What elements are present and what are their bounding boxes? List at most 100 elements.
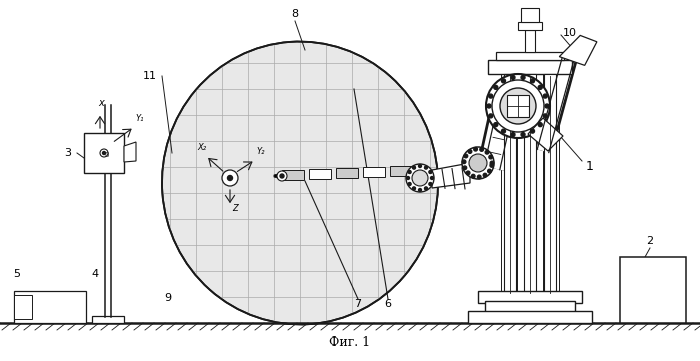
- Text: 11: 11: [143, 71, 157, 81]
- Bar: [309, 169, 331, 179]
- Circle shape: [280, 174, 284, 178]
- Circle shape: [487, 104, 491, 108]
- Circle shape: [511, 75, 515, 79]
- Circle shape: [419, 165, 421, 168]
- Bar: [620, 257, 686, 323]
- Bar: [282, 170, 304, 180]
- Text: 10: 10: [563, 28, 577, 38]
- Circle shape: [100, 149, 108, 157]
- Circle shape: [521, 132, 525, 136]
- Circle shape: [490, 164, 493, 167]
- Circle shape: [429, 183, 432, 186]
- Circle shape: [430, 177, 433, 179]
- Circle shape: [538, 85, 543, 90]
- Bar: [524, 74, 536, 293]
- Bar: [549, 74, 559, 293]
- Circle shape: [501, 79, 505, 83]
- Text: Фиг. 1: Фиг. 1: [330, 336, 370, 349]
- Circle shape: [468, 150, 472, 153]
- Circle shape: [531, 79, 535, 83]
- Polygon shape: [124, 142, 136, 162]
- Circle shape: [412, 187, 416, 190]
- Circle shape: [419, 188, 421, 191]
- Text: 4: 4: [92, 269, 99, 279]
- Circle shape: [521, 75, 525, 79]
- Ellipse shape: [162, 42, 438, 325]
- Bar: [363, 167, 385, 177]
- Circle shape: [483, 173, 486, 177]
- Bar: [496, 52, 564, 60]
- Circle shape: [489, 94, 493, 98]
- Bar: [92, 316, 124, 323]
- Text: 7: 7: [354, 299, 362, 309]
- Circle shape: [466, 171, 470, 175]
- Polygon shape: [528, 118, 563, 151]
- Bar: [533, 74, 543, 293]
- Circle shape: [408, 183, 411, 186]
- Bar: [485, 301, 575, 313]
- Polygon shape: [432, 163, 470, 188]
- Circle shape: [494, 85, 498, 90]
- Text: Y₂: Y₂: [257, 147, 265, 156]
- Circle shape: [474, 147, 477, 151]
- Bar: [521, 8, 539, 22]
- Circle shape: [531, 129, 535, 133]
- Circle shape: [463, 166, 467, 170]
- Circle shape: [407, 177, 410, 179]
- Bar: [517, 74, 527, 293]
- Bar: [84, 133, 124, 173]
- Bar: [488, 60, 572, 74]
- Circle shape: [469, 154, 487, 172]
- Circle shape: [462, 160, 466, 164]
- Circle shape: [543, 94, 547, 98]
- Text: 0: 0: [105, 152, 109, 158]
- Circle shape: [501, 129, 505, 133]
- Circle shape: [490, 161, 493, 165]
- Circle shape: [406, 164, 434, 192]
- Polygon shape: [274, 173, 282, 179]
- Bar: [501, 74, 511, 293]
- Circle shape: [489, 114, 493, 118]
- Circle shape: [412, 170, 428, 186]
- Bar: [478, 291, 582, 303]
- Bar: [500, 74, 560, 293]
- Circle shape: [494, 123, 498, 127]
- Bar: [544, 74, 556, 293]
- Circle shape: [480, 148, 484, 151]
- Circle shape: [471, 174, 475, 178]
- Circle shape: [277, 171, 287, 181]
- Circle shape: [485, 151, 489, 154]
- Bar: [14, 291, 86, 323]
- Circle shape: [545, 104, 549, 108]
- Polygon shape: [559, 35, 597, 65]
- Circle shape: [500, 88, 536, 124]
- Bar: [504, 74, 516, 293]
- Text: 1: 1: [586, 160, 594, 173]
- Circle shape: [424, 166, 428, 169]
- Circle shape: [408, 170, 411, 174]
- Circle shape: [538, 123, 543, 127]
- Bar: [14, 295, 32, 319]
- Text: 3: 3: [64, 148, 71, 158]
- Bar: [525, 30, 535, 52]
- Circle shape: [228, 175, 232, 180]
- Circle shape: [222, 170, 238, 186]
- Text: x: x: [98, 98, 104, 108]
- Text: 2: 2: [646, 236, 654, 246]
- Text: Y₁: Y₁: [136, 114, 144, 123]
- Circle shape: [489, 155, 493, 159]
- Bar: [507, 95, 529, 117]
- Text: Z: Z: [232, 204, 238, 213]
- Bar: [518, 22, 542, 30]
- Text: X₂: X₂: [197, 143, 206, 152]
- Circle shape: [543, 114, 547, 118]
- Text: 6: 6: [384, 299, 391, 309]
- Circle shape: [424, 187, 428, 190]
- Text: 8: 8: [291, 9, 299, 19]
- Circle shape: [412, 166, 416, 169]
- Circle shape: [462, 147, 494, 179]
- Circle shape: [511, 132, 515, 136]
- Circle shape: [429, 170, 432, 174]
- Bar: [468, 311, 592, 323]
- Text: 5: 5: [13, 269, 20, 279]
